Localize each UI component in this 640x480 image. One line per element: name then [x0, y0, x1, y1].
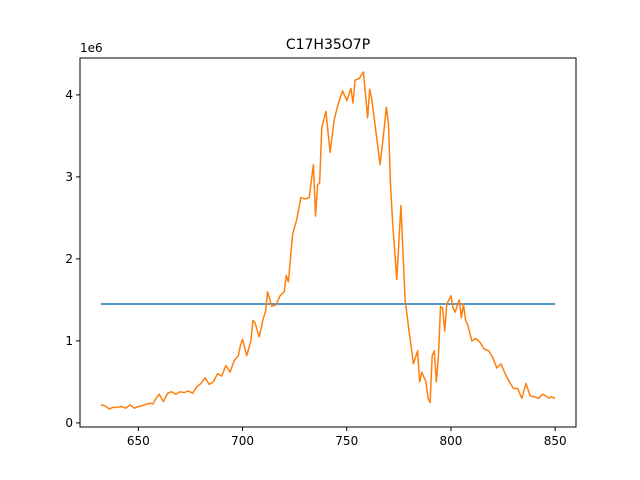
- x-tick-label: 750: [335, 434, 358, 448]
- y-offset-label: 1e6: [80, 41, 103, 55]
- plot-frame: [79, 57, 577, 428]
- x-tick-label: 850: [544, 434, 567, 448]
- y-tick-label: 1: [65, 334, 73, 348]
- series-layer: [100, 71, 556, 410]
- series-line-1: [100, 71, 556, 410]
- axis-layer: 650 700 750 800 850 0 1 2 3 4: [65, 88, 566, 448]
- chart-title: C17H35O7P: [286, 37, 370, 53]
- y-tick-label: 2: [65, 252, 73, 266]
- y-tick-label: 0: [65, 416, 73, 430]
- y-tick-label: 3: [65, 170, 73, 184]
- x-tick-label: 800: [440, 434, 463, 448]
- y-tick-label: 4: [65, 88, 73, 102]
- x-tick-label: 650: [127, 434, 150, 448]
- x-tick-label: 700: [231, 434, 254, 448]
